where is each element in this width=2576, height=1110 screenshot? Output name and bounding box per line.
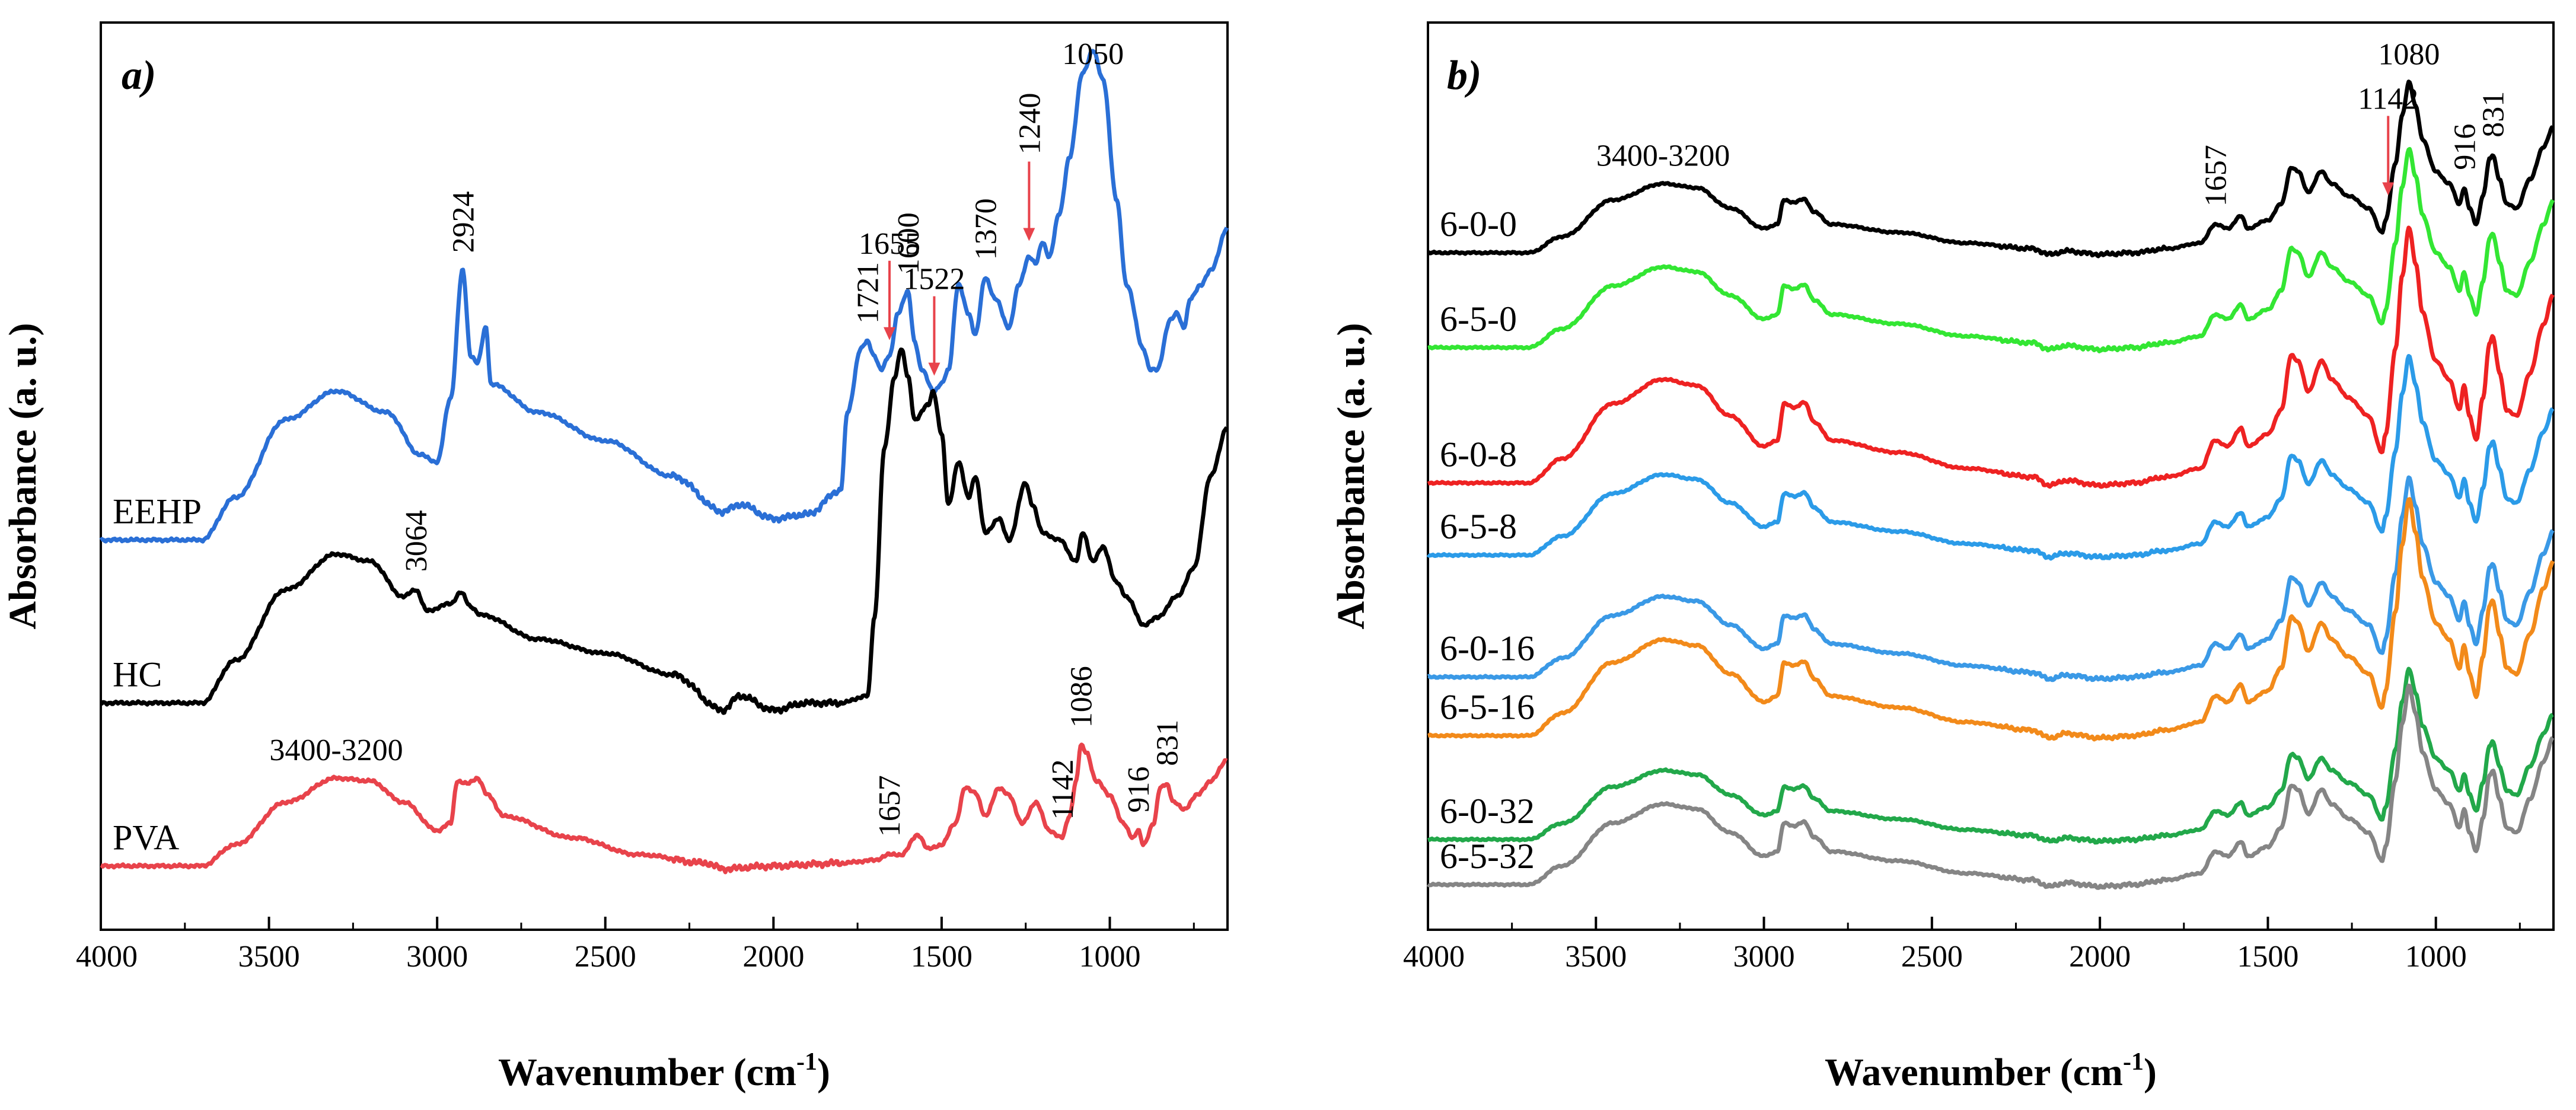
panel-b-series-labels: 6-0-0 6-5-0 6-0-8 6-5-8 6-0-16 6-5-16 6-0-32 6-…: [1440, 205, 1535, 876]
x-tick-label: 1500: [2237, 940, 2298, 974]
series-line-hc: [100, 347, 1229, 715]
annotation-1657: 1657: [2199, 145, 2233, 206]
panel-a-series: [99, 49, 1229, 875]
annotation-1086: 1086: [1065, 666, 1099, 728]
x-tick-label: 1000: [1079, 940, 1140, 974]
series-line-6-0-16: [1427, 475, 2555, 682]
annotation-831: 831: [2476, 91, 2510, 138]
annotation-1142: 1142: [2358, 82, 2418, 116]
annotation-1240: 1240: [1013, 92, 1047, 154]
panel-b: b) 4000 3500 3000 2500 2000 1500 1000 3400-320…: [1330, 21, 2555, 1094]
x-tick-label: 4000: [76, 940, 138, 974]
panel-b-xlabel-sup: -1: [2123, 1048, 2144, 1076]
panel-a-label: a): [122, 53, 156, 98]
panel-b-x-axis-label: Wavenumber (cm-1): [1825, 1048, 2157, 1094]
series-line-pva: [100, 742, 1228, 875]
series-line-6-5-16: [1427, 497, 2555, 742]
panel-a-x-ticks: 4000 3500 3000 2500 2000 1500 1000: [76, 917, 1195, 974]
x-tick-label: 3500: [238, 940, 300, 974]
series-line-6-5-8: [1426, 354, 2555, 561]
x-tick-label: 4000: [1403, 940, 1465, 974]
annotation-1080: 1080: [2378, 37, 2440, 71]
annotation-831: 831: [1150, 720, 1184, 766]
annotation-1600: 1600: [892, 212, 926, 274]
series-label-eehp: EEHP: [113, 492, 202, 531]
annotation-3400-3200: 3400-3200: [1596, 139, 1730, 173]
panel-a-x-axis-label: Wavenumber (cm-1): [498, 1048, 830, 1094]
panel-b-label: b): [1447, 53, 1481, 98]
panel-a: a) 4000 3500 3000 2500 2000 1500 1000 2924 1050…: [1, 21, 1229, 1094]
annotation-1657: 1657: [873, 775, 907, 837]
annotation-2924: 2924: [447, 191, 480, 253]
series-label-hc: HC: [113, 655, 162, 694]
x-tick-label: 3500: [1565, 940, 1627, 974]
x-tick-label: 3000: [406, 940, 468, 974]
panel-a-y-axis-label: Absorbance (a. u.): [1, 323, 44, 629]
annotation-916: 916: [1122, 767, 1156, 813]
panel-b-y-axis-label: Absorbance (a. u.): [1330, 323, 1373, 629]
annotation-arrowhead-1142: [2382, 182, 2395, 196]
series-line-eehp: [99, 49, 1229, 544]
annotation-arrowhead-1240: [1023, 228, 1035, 241]
x-tick-label: 3000: [1733, 940, 1795, 974]
series-line-6-5-0: [1427, 146, 2555, 353]
series-line-6-5-32: [1426, 683, 2555, 890]
panel-b-xlabel-end: ): [2144, 1051, 2157, 1094]
x-tick-label: 2500: [575, 940, 636, 974]
annotation-916: 916: [2448, 124, 2482, 170]
series-label-6-5-32: 6-5-32: [1440, 837, 1535, 876]
panel-b-x-ticks: 4000 3500 3000 2500 2000 1500 1000: [1403, 917, 2521, 974]
series-label-6-0-32: 6-0-32: [1440, 792, 1535, 831]
annotation-1721: 1721: [852, 262, 885, 324]
panel-b-frame: [1427, 21, 2555, 931]
series-label-pva: PVA: [113, 818, 179, 857]
annotation-arrowhead-1655: [884, 327, 895, 340]
series-line-6-0-32: [1427, 666, 2554, 845]
series-label-6-5-16: 6-5-16: [1440, 688, 1535, 727]
annotation-1142: 1142: [1046, 760, 1080, 820]
annotation-1522: 1522: [903, 263, 965, 296]
series-line-6-0-8: [1427, 225, 2555, 489]
panel-b-series: [1426, 79, 2555, 890]
annotation-1370: 1370: [970, 198, 1003, 260]
series-label-6-0-8: 6-0-8: [1440, 435, 1517, 474]
panel-a-xlabel-main: Wavenumber (cm: [498, 1051, 796, 1094]
series-label-6-5-8: 6-5-8: [1440, 507, 1517, 546]
series-label-6-5-0: 6-5-0: [1440, 299, 1517, 339]
annotation-1655: 1655: [859, 227, 920, 261]
panel-a-frame: [100, 21, 1229, 931]
x-tick-label: 1500: [911, 940, 973, 974]
series-label-6-0-0: 6-0-0: [1440, 205, 1517, 244]
panel-a-xlabel-sup: -1: [796, 1048, 817, 1076]
x-tick-label: 2000: [2069, 940, 2131, 974]
x-tick-label: 2500: [1901, 940, 1963, 974]
annotation-arrowhead-1522: [928, 362, 941, 376]
panel-a-series-labels: EEHP HC PVA: [113, 492, 202, 857]
x-tick-label: 1000: [2405, 940, 2467, 974]
series-line-6-0-0: [1427, 79, 2554, 259]
panel-b-xlabel-main: Wavenumber (cm: [1825, 1051, 2123, 1094]
annotation-3064: 3064: [400, 510, 433, 572]
annotation-3400-3200: 3400-3200: [269, 733, 403, 767]
x-tick-label: 2000: [742, 940, 804, 974]
annotation-1050: 1050: [1062, 37, 1124, 71]
series-label-6-0-16: 6-0-16: [1440, 629, 1535, 668]
panel-a-xlabel-end: ): [817, 1051, 830, 1094]
